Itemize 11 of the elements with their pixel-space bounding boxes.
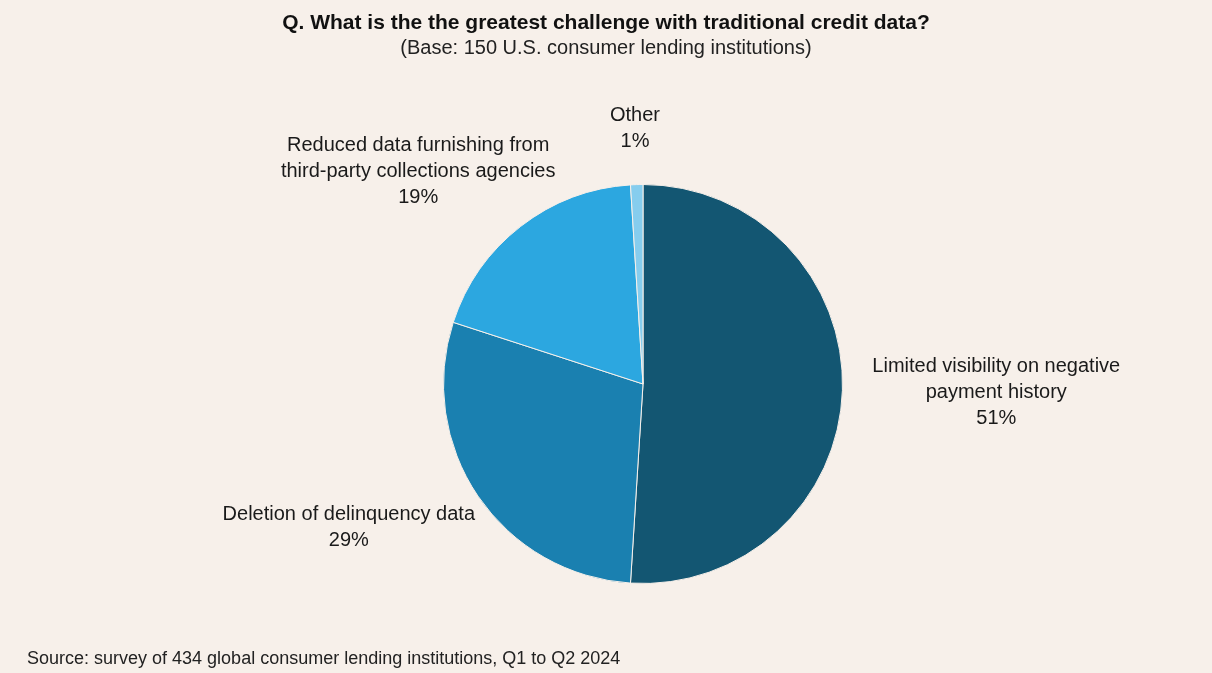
slice-label: Reduced data furnishing from third-party collections agencies bbox=[280, 133, 556, 182]
slice-label: Limited visibility on negative payment history bbox=[872, 353, 1121, 402]
data-label: 19% bbox=[398, 185, 439, 208]
source-note: Source: survey of 434 global consumer lending institutions, Q1 to Q2 2024 bbox=[27, 648, 621, 669]
data-label: 29% bbox=[328, 528, 370, 551]
chart-subtitle: (Base: 150 U.S. consumer lending institutions) bbox=[399, 36, 813, 59]
slice-label: Other bbox=[609, 103, 661, 126]
data-label: 51% bbox=[976, 405, 1017, 428]
slice-label: Deletion of delinquency data bbox=[222, 502, 476, 525]
data-label: 1% bbox=[620, 129, 650, 152]
chart-title: Q. What is the the greatest challenge with traditional credit data? bbox=[281, 10, 931, 34]
